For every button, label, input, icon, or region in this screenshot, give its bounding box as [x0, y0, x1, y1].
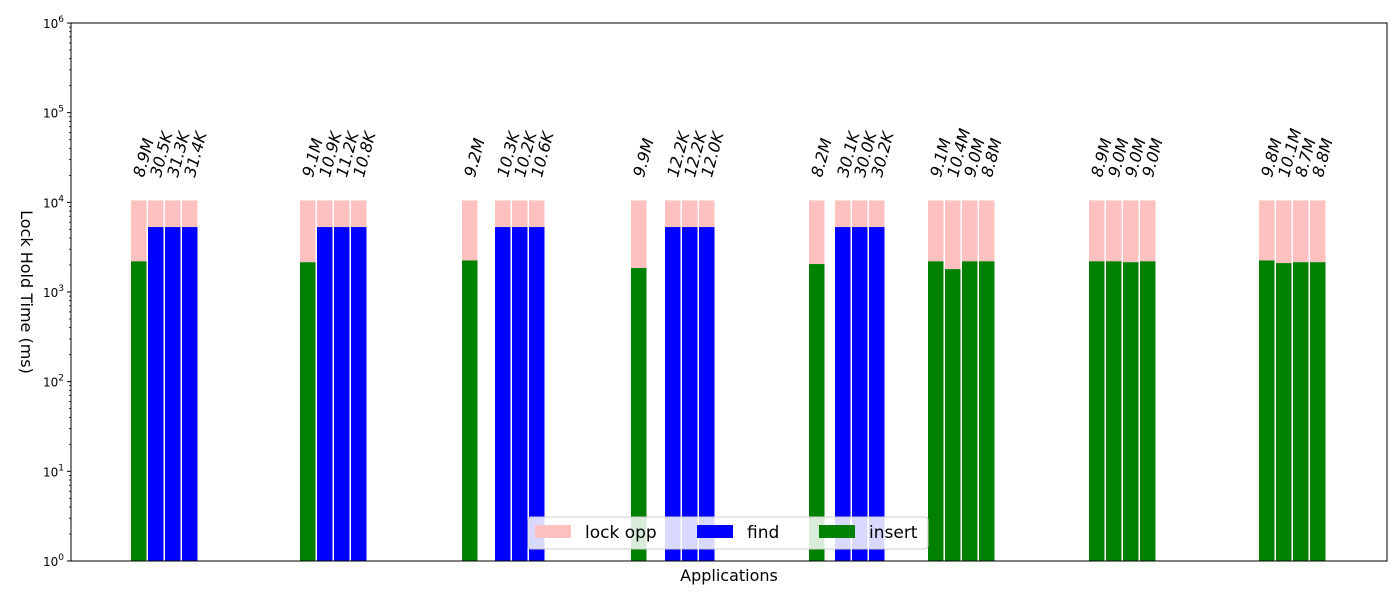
bar-segment-find	[699, 227, 715, 562]
bar-value-label: 9.9M	[629, 136, 658, 179]
bar-segment-lock-opp	[852, 200, 868, 228]
bar-segment-lock-opp	[529, 200, 545, 228]
y-tick-label: 103	[43, 284, 64, 300]
legend: lock opp find insert	[527, 516, 929, 550]
bar-segment-insert	[928, 261, 944, 561]
y-axis: 100 101 102 103 104 105 106	[43, 15, 71, 569]
bar-group-6	[928, 200, 995, 561]
bar-segment-lock-opp	[1293, 200, 1309, 263]
bar-segment-lock-opp	[1123, 200, 1139, 263]
bar-segment-lock-opp	[1089, 200, 1105, 262]
legend-label-insert: insert	[869, 523, 918, 543]
legend-swatch-insert	[819, 525, 855, 538]
bar-segment-lock-opp	[809, 200, 825, 265]
bar-segment-lock-opp	[300, 200, 316, 263]
bar-segment-lock-opp	[1259, 200, 1275, 261]
y-tick-label: 101	[43, 463, 64, 479]
bar-segment-insert	[979, 261, 995, 561]
bar-segment-insert	[300, 262, 316, 561]
bar-segment-find	[529, 227, 545, 562]
bar-segment-lock-opp	[182, 200, 198, 228]
bar-segment-find	[165, 227, 181, 562]
bar-segment-lock-opp	[928, 200, 944, 262]
bar-group-2	[300, 200, 367, 562]
bar-segment-lock-opp	[945, 200, 961, 270]
x-axis-label: Applications	[680, 566, 778, 585]
legend-label-find: find	[747, 523, 779, 543]
bar-segment-lock-opp	[512, 200, 528, 228]
bar-segment-lock-opp	[131, 200, 147, 262]
y-tick-label: 104	[43, 194, 64, 210]
bar-segment-lock-opp	[1140, 200, 1156, 262]
bar-segment-lock-opp	[148, 200, 164, 228]
bar-segment-lock-opp	[1106, 200, 1122, 262]
bar-segment-find	[835, 227, 851, 562]
bar-segment-insert	[1089, 261, 1105, 561]
plot-area-frame	[70, 22, 1388, 562]
bar-segment-insert	[131, 261, 147, 561]
y-tick-label: 102	[43, 374, 64, 390]
bar-segment-find	[351, 227, 367, 562]
bar-segment-insert	[631, 268, 647, 561]
legend-swatch-find	[697, 525, 733, 538]
bar-segment-insert	[1123, 262, 1139, 561]
y-tick-label: 105	[43, 105, 64, 121]
bar-segment-lock-opp	[462, 200, 478, 261]
bar-segment-lock-opp	[979, 200, 995, 262]
bar-segment-insert	[1276, 263, 1292, 561]
bar-segment-insert	[1106, 261, 1122, 561]
bar-segment-insert	[462, 260, 478, 561]
bar-segment-lock-opp	[631, 200, 647, 269]
legend-swatch-lock-opp	[535, 525, 571, 538]
bar-segment-find	[182, 227, 198, 562]
bar-segment-insert	[945, 269, 961, 561]
bar-segment-insert	[1310, 262, 1326, 561]
bar-segment-find	[852, 227, 868, 562]
bar-segment-insert	[1140, 261, 1156, 561]
y-tick-label: 106	[43, 15, 64, 31]
bar-segment-lock-opp	[165, 200, 181, 228]
bar-segment-find	[495, 227, 511, 562]
bar-segment-lock-opp	[962, 200, 978, 262]
bar-segment-find	[512, 227, 528, 562]
bar-segment-lock-opp	[869, 200, 885, 228]
bar-segment-lock-opp	[682, 200, 698, 228]
bars-layer	[131, 200, 1326, 562]
bar-segment-lock-opp	[495, 200, 511, 228]
bar-group-1	[131, 200, 198, 562]
bar-group-3	[462, 200, 545, 562]
bar-segment-insert	[1293, 262, 1309, 561]
bar-segment-insert	[962, 261, 978, 561]
bar-segment-lock-opp	[317, 200, 333, 228]
bar-segment-lock-opp	[334, 200, 350, 228]
legend-label-lock-opp: lock opp	[585, 523, 657, 543]
bar-segment-lock-opp	[699, 200, 715, 228]
bar-segment-find	[682, 227, 698, 562]
bar-segment-find	[665, 227, 681, 562]
bar-segment-find	[334, 227, 350, 562]
bar-segment-lock-opp	[835, 200, 851, 228]
bar-value-label: 9.2M	[460, 136, 489, 179]
bar-segment-find	[148, 227, 164, 562]
bar-group-8	[1259, 200, 1326, 561]
bar-group-5	[809, 200, 885, 562]
bar-group-7	[1089, 200, 1156, 561]
bar-value-label: 8.2M	[807, 136, 836, 179]
bar-segment-lock-opp	[1276, 200, 1292, 264]
bar-segment-insert	[809, 264, 825, 561]
bar-segment-lock-opp	[351, 200, 367, 228]
bar-segment-find	[317, 227, 333, 562]
bar-group-4	[631, 200, 715, 562]
bar-segment-find	[869, 227, 885, 562]
y-axis-label: Lock Hold Time (ms)	[17, 210, 36, 374]
bar-segment-lock-opp	[665, 200, 681, 228]
bar-segment-insert	[1259, 260, 1275, 561]
y-tick-label: 100	[43, 553, 64, 569]
bar-segment-lock-opp	[1310, 200, 1326, 263]
